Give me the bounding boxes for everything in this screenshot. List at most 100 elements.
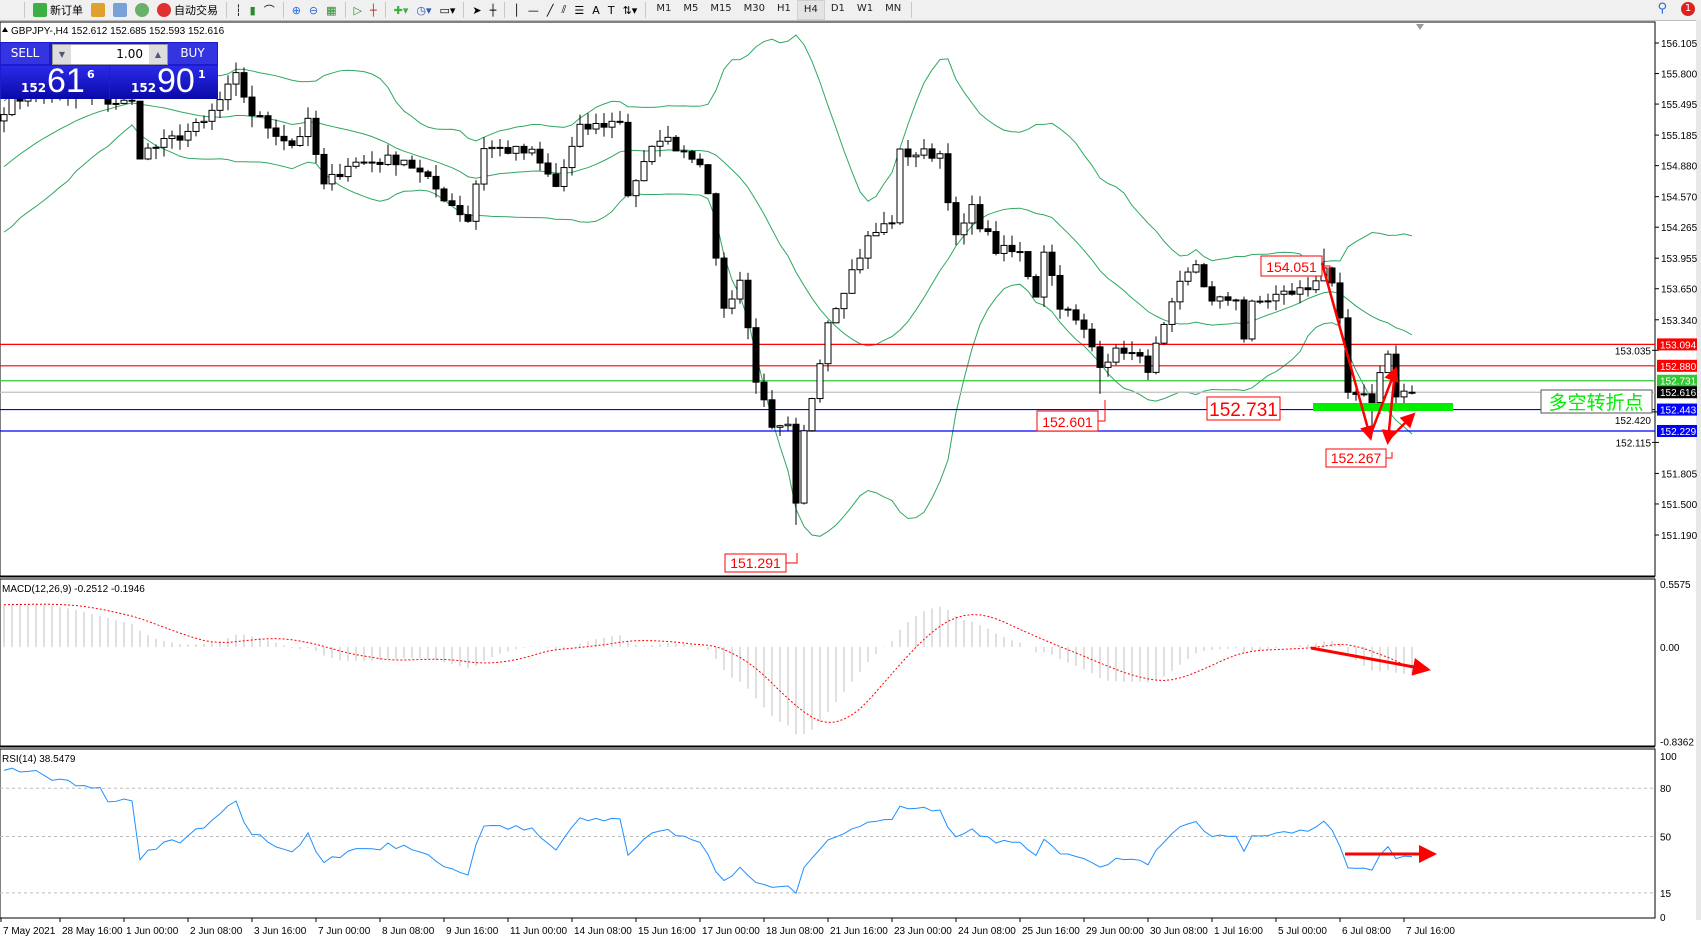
candle-body: [512, 145, 520, 154]
text-button[interactable]: A: [592, 3, 600, 17]
volume-field[interactable]: ▼ 1.00 ▲: [52, 44, 168, 65]
candle: [576, 114, 584, 148]
timeframe-h1[interactable]: H1: [777, 3, 791, 14]
timeframe-mn[interactable]: MN: [885, 3, 902, 14]
candle: [1144, 349, 1152, 381]
candlestick-button[interactable]: ▮: [249, 3, 256, 17]
candle-body: [400, 159, 408, 166]
vertical-line-button[interactable]: │: [513, 3, 520, 17]
volume-down-icon[interactable]: ▼: [53, 45, 71, 64]
templates-button[interactable]: ▭▾: [439, 3, 456, 17]
timeframe-m1[interactable]: M1: [656, 3, 672, 14]
candle: [456, 195, 464, 222]
timeframe-d1[interactable]: D1: [830, 3, 845, 14]
candle: [608, 112, 616, 139]
volume-up-icon[interactable]: ▲: [149, 45, 167, 64]
zoom-out-button[interactable]: ⊖: [308, 3, 319, 17]
candle-body: [768, 399, 776, 428]
timeframe-m15[interactable]: M15: [710, 3, 732, 14]
time-tick-label: 7 Jul 16:00: [1406, 926, 1455, 937]
candle: [768, 390, 776, 430]
candle-body: [584, 123, 592, 130]
line-chart-button[interactable]: ⌒: [263, 4, 275, 17]
candle-body: [808, 398, 816, 432]
crosshair-button[interactable]: ┼: [489, 3, 497, 17]
candle-body: [1128, 352, 1136, 355]
annotation-low: 151.291: [730, 555, 781, 571]
trendline-button[interactable]: ╱: [546, 3, 554, 17]
search-icon[interactable]: ⚲: [1657, 1, 1667, 16]
candle: [1256, 295, 1264, 305]
sell-price[interactable]: 152 61 6: [1, 62, 109, 100]
autoscroll-button[interactable]: ▷: [353, 3, 362, 17]
tile-windows-button[interactable]: ▦: [326, 3, 337, 17]
candle: [1264, 293, 1272, 309]
candle-body: [720, 257, 728, 309]
rsi-tick-label: 100: [1660, 752, 1677, 763]
timeframe-h4[interactable]: H4: [796, 0, 825, 20]
timeframe-m30[interactable]: M30: [743, 3, 766, 14]
candle-body: [672, 136, 680, 152]
fibonacci-button[interactable]: ☰: [574, 3, 585, 17]
periods-button[interactable]: ◷▾: [416, 3, 432, 17]
candle-body: [1264, 300, 1272, 303]
auto-trading-button[interactable]: 自动交易: [153, 1, 222, 19]
candle-body: [680, 150, 688, 153]
candle: [1008, 235, 1016, 258]
macd-tick-label: 0.00: [1660, 643, 1680, 654]
toolbar-separator: [24, 2, 25, 18]
channel-button[interactable]: ⫽: [561, 3, 567, 16]
candle-body: [168, 135, 176, 140]
candle: [208, 103, 216, 130]
candle: [976, 196, 984, 233]
time-tick-label: 29 Jun 00:00: [1086, 926, 1144, 937]
arrows-button[interactable]: ⇅▾: [622, 3, 638, 17]
rsi-tick-label: 50: [1660, 833, 1672, 844]
candle-body: [1136, 352, 1144, 357]
candle: [928, 143, 936, 162]
chart-shift-button[interactable]: ┼: [370, 3, 377, 17]
candle-body: [136, 100, 144, 160]
timeframe-w1[interactable]: W1: [856, 3, 874, 14]
candle-body: [1248, 300, 1256, 340]
candle: [776, 424, 784, 436]
sell-button[interactable]: SELL: [1, 43, 49, 64]
indicators-button[interactable]: ✚▾: [393, 3, 409, 17]
price-level-tag-label: 153.094: [1660, 340, 1697, 351]
volume-value[interactable]: 1.00: [116, 47, 143, 61]
market-watch-button[interactable]: [87, 1, 109, 19]
buy-button[interactable]: BUY: [168, 43, 217, 64]
candle-body: [568, 145, 576, 169]
toolbar-separator: [282, 2, 284, 18]
candle: [368, 151, 376, 173]
time-tick-label: 28 May 16:00: [62, 926, 123, 937]
candle-body: [160, 138, 168, 148]
cursor-button[interactable]: ➤: [472, 3, 482, 17]
time-tick-label: 3 Jun 16:00: [254, 926, 307, 937]
candle: [1096, 340, 1104, 394]
new-order-button[interactable]: 新订单: [29, 1, 87, 19]
candle-body: [1072, 309, 1080, 321]
navigator-button[interactable]: [131, 1, 153, 19]
timeframe-m5[interactable]: M5: [683, 3, 699, 14]
data-window-button[interactable]: [109, 1, 131, 19]
horizontal-line-button[interactable]: —: [527, 3, 539, 17]
candle: [472, 180, 480, 230]
time-tick-label: 18 Jun 08:00: [766, 926, 824, 937]
macd-indicator: MACD(12,26,9) -0.2512 -0.1946 0.5575 0.00 -…: [2, 580, 1694, 748]
candle-body: [416, 167, 424, 173]
notification-badge[interactable]: 1: [1681, 1, 1695, 16]
bar-chart-button[interactable]: ┆: [235, 3, 242, 17]
candle-body: [1272, 293, 1280, 302]
candle-body: [552, 173, 560, 187]
buy-price[interactable]: 152 90 1: [110, 62, 218, 100]
candle: [712, 192, 720, 266]
zoom-in-button[interactable]: ⊕: [291, 3, 301, 17]
price-level-tag: [1657, 424, 1697, 437]
vertical-scrollbar[interactable]: [1696, 20, 1701, 920]
candle-body: [1360, 393, 1368, 396]
candle: [784, 416, 792, 431]
candle: [424, 169, 432, 179]
text-label-button[interactable]: T: [607, 3, 615, 17]
